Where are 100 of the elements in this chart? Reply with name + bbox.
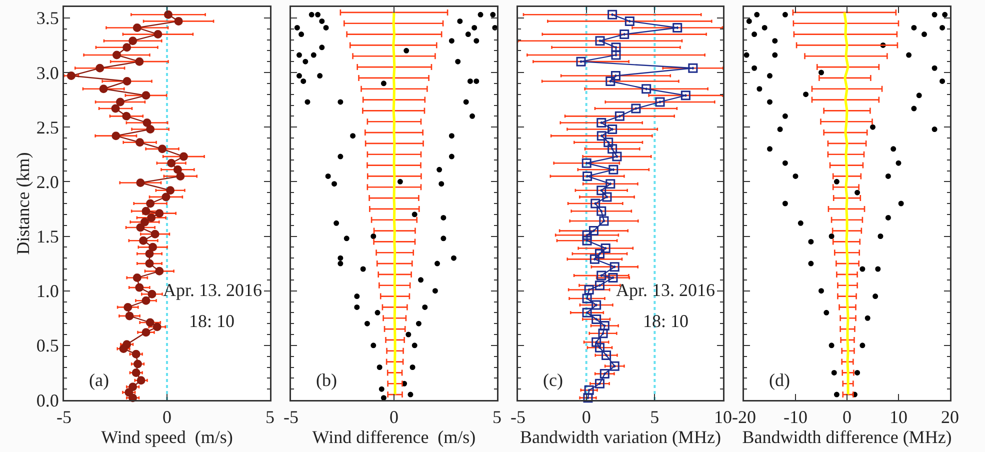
point <box>606 179 616 189</box>
point <box>860 266 866 272</box>
point <box>128 36 138 46</box>
point <box>932 12 938 18</box>
x-tick-label: 0 <box>162 407 172 428</box>
x-axis-title: Wind speed (m/s) <box>101 427 233 448</box>
point <box>808 238 814 244</box>
point <box>834 392 840 398</box>
point <box>631 104 641 114</box>
point <box>624 16 634 26</box>
point <box>584 385 594 395</box>
point <box>136 376 146 385</box>
point <box>96 64 104 72</box>
point <box>896 160 902 166</box>
point <box>746 18 752 24</box>
point <box>594 280 604 290</box>
point <box>744 52 750 58</box>
x-tick-label: -5 <box>284 407 298 428</box>
point <box>142 328 150 337</box>
point <box>916 92 922 98</box>
point <box>932 126 938 132</box>
annotation: 18: 10 <box>189 311 235 331</box>
x-tick-label: 0 <box>582 407 591 428</box>
x-tick-label: -5 <box>56 407 72 428</box>
point <box>767 99 772 105</box>
x-axis-title: Wind difference (m/s) <box>312 427 476 448</box>
point <box>860 342 866 348</box>
point <box>594 378 604 388</box>
point <box>599 216 609 226</box>
point <box>132 273 142 282</box>
point <box>136 223 145 232</box>
point <box>611 42 621 52</box>
point <box>146 125 155 134</box>
point <box>592 300 602 310</box>
annotation: (c) <box>543 370 563 390</box>
annotation: (b) <box>316 370 337 390</box>
point <box>111 104 120 113</box>
x-tick-label: 10 <box>714 407 732 428</box>
point <box>782 113 788 119</box>
point <box>583 393 593 403</box>
x-tick-label: 0 <box>390 407 398 428</box>
annotation: (d) <box>769 370 790 390</box>
point <box>906 52 912 58</box>
y-tick-label: 1.5 <box>36 226 59 247</box>
point <box>940 24 946 30</box>
point <box>136 178 145 188</box>
x-tick-label: 5 <box>492 407 502 428</box>
point <box>782 160 788 166</box>
point <box>911 106 917 112</box>
point <box>132 350 140 358</box>
point <box>754 12 760 18</box>
point <box>620 30 630 40</box>
point <box>610 262 620 272</box>
point <box>606 76 616 86</box>
point <box>590 198 600 208</box>
point <box>145 259 154 268</box>
point <box>140 218 149 226</box>
point <box>688 63 698 73</box>
point <box>582 171 592 181</box>
point <box>911 24 917 30</box>
y-tick-label: 3.0 <box>36 62 59 83</box>
point <box>164 10 172 19</box>
point <box>122 43 132 52</box>
y-tick-label: 3.5 <box>36 8 59 28</box>
point <box>596 118 606 128</box>
point <box>125 312 134 320</box>
point <box>828 234 834 239</box>
point <box>596 206 606 216</box>
point <box>176 172 185 180</box>
point <box>878 234 884 239</box>
point <box>782 12 788 18</box>
point <box>155 266 164 276</box>
point <box>834 178 840 184</box>
point <box>875 266 881 272</box>
point <box>600 321 610 331</box>
x-tick-label: 10 <box>890 407 908 428</box>
point <box>885 214 891 220</box>
point <box>135 283 144 292</box>
x-tick-label: 20 <box>941 407 959 428</box>
annotation: 18: 10 <box>643 311 689 331</box>
point <box>142 206 150 216</box>
point <box>132 23 142 32</box>
point <box>128 382 138 392</box>
point <box>122 112 131 120</box>
y-axis-title: Distance (km) <box>12 152 33 255</box>
point <box>870 124 876 130</box>
point <box>824 310 830 316</box>
point <box>147 213 156 222</box>
point <box>932 65 938 71</box>
point <box>756 86 762 92</box>
point <box>818 70 824 76</box>
point <box>614 111 624 121</box>
point <box>576 56 586 66</box>
x-tick-label: -5 <box>510 407 526 428</box>
point <box>582 236 592 246</box>
point <box>831 370 837 376</box>
point <box>610 71 620 81</box>
y-tick-label: 0.0 <box>36 390 59 410</box>
x-axis-title: Bandwidth variation (MHz) <box>520 427 721 448</box>
y-tick-label: 2.0 <box>36 172 59 192</box>
